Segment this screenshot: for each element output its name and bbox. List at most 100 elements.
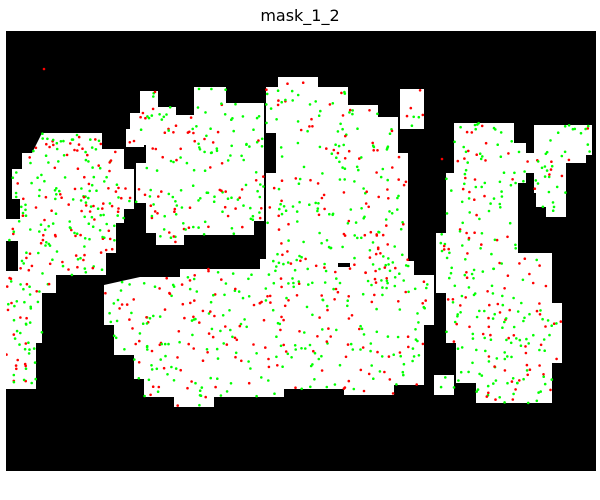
annotation-point [338, 160, 341, 164]
annotation-point [179, 147, 182, 151]
annotation-point [73, 187, 77, 191]
annotation-point [286, 82, 289, 85]
annotation-point [550, 164, 554, 168]
annotation-point [55, 147, 59, 151]
annotation-point [471, 332, 475, 336]
annotation-point [522, 377, 525, 381]
annotation-point [334, 143, 337, 146]
annotation-point [536, 160, 540, 163]
annotation-point [60, 196, 63, 199]
annotation-point [518, 338, 522, 342]
annotation-point [25, 251, 28, 254]
annotation-point [148, 195, 152, 198]
annotation-point [381, 167, 385, 171]
annotation-point [498, 261, 501, 265]
annotation-point [481, 155, 484, 158]
annotation-point [402, 373, 405, 377]
annotation-point [189, 116, 193, 119]
annotation-point [489, 202, 492, 205]
annotation-point [89, 138, 92, 141]
annotation-point [54, 212, 58, 215]
annotation-point [480, 232, 484, 235]
annotation-point [406, 258, 409, 261]
annotation-point [215, 347, 219, 351]
annotation-point [490, 284, 494, 288]
annotation-point [548, 173, 551, 176]
annotation-point [192, 318, 196, 321]
mask-bottom-cluster [104, 259, 434, 407]
annotation-point [421, 302, 425, 305]
annotation-point [139, 115, 142, 119]
annotation-point [347, 219, 351, 223]
annotation-point [84, 158, 88, 162]
annotation-point [186, 386, 189, 390]
annotation-point [287, 239, 290, 242]
annotation-point [327, 327, 330, 330]
annotation-point [483, 309, 486, 313]
annotation-point [40, 173, 43, 177]
annotation-point [488, 303, 491, 307]
annotation-point [331, 213, 335, 217]
annotation-point [475, 390, 479, 393]
annotation-point [391, 261, 395, 264]
annotation-point [219, 394, 223, 397]
annotation-point [411, 359, 414, 363]
annotation-point [472, 293, 476, 297]
annotation-point [498, 311, 502, 314]
annotation-point [249, 367, 252, 370]
annotation-point [194, 381, 197, 385]
annotation-point [543, 349, 546, 353]
annotation-point [397, 155, 401, 159]
annotation-point [24, 208, 27, 212]
annotation-point [119, 289, 123, 292]
annotation-point [460, 200, 464, 204]
annotation-point [83, 237, 87, 240]
annotation-point [410, 124, 414, 127]
annotation-point [450, 189, 453, 192]
annotation-point [551, 209, 555, 212]
annotation-point [323, 262, 326, 266]
annotation-point [215, 149, 219, 153]
annotation-point [560, 154, 564, 158]
annotation-point [88, 189, 91, 193]
annotation-point [311, 281, 314, 285]
annotation-point [19, 331, 22, 335]
annotation-point [461, 187, 465, 191]
annotation-point [128, 141, 132, 144]
annotation-point [182, 222, 185, 225]
annotation-point [404, 290, 408, 294]
annotation-point [91, 166, 94, 169]
annotation-point [83, 245, 86, 248]
annotation-point [265, 103, 268, 106]
annotation-point [283, 304, 287, 308]
annotation-point [324, 269, 328, 273]
annotation-point [467, 370, 470, 374]
annotation-point [342, 143, 346, 147]
annotation-point [381, 233, 385, 237]
annotation-point [506, 381, 509, 385]
annotation-point [213, 195, 216, 198]
annotation-point [344, 355, 348, 359]
annotation-point [155, 169, 159, 172]
annotation-point [198, 321, 201, 324]
annotation-point [226, 159, 230, 162]
annotation-point [539, 343, 543, 347]
annotation-point [258, 211, 261, 214]
annotation-point [386, 178, 390, 182]
annotation-point [361, 292, 365, 296]
annotation-point [190, 319, 194, 322]
annotation-point [84, 204, 88, 207]
annotation-point [272, 186, 276, 190]
annotation-point [360, 236, 363, 240]
annotation-point [175, 204, 179, 207]
annotation-point [206, 191, 210, 195]
annotation-point [425, 286, 428, 290]
annotation-point [314, 201, 318, 205]
annotation-point [211, 141, 215, 144]
annotation-point [293, 268, 297, 272]
annotation-point [170, 365, 173, 369]
annotation-point [259, 183, 262, 186]
annotation-point [362, 187, 365, 190]
annotation-point [542, 375, 545, 379]
annotation-point [42, 233, 45, 237]
